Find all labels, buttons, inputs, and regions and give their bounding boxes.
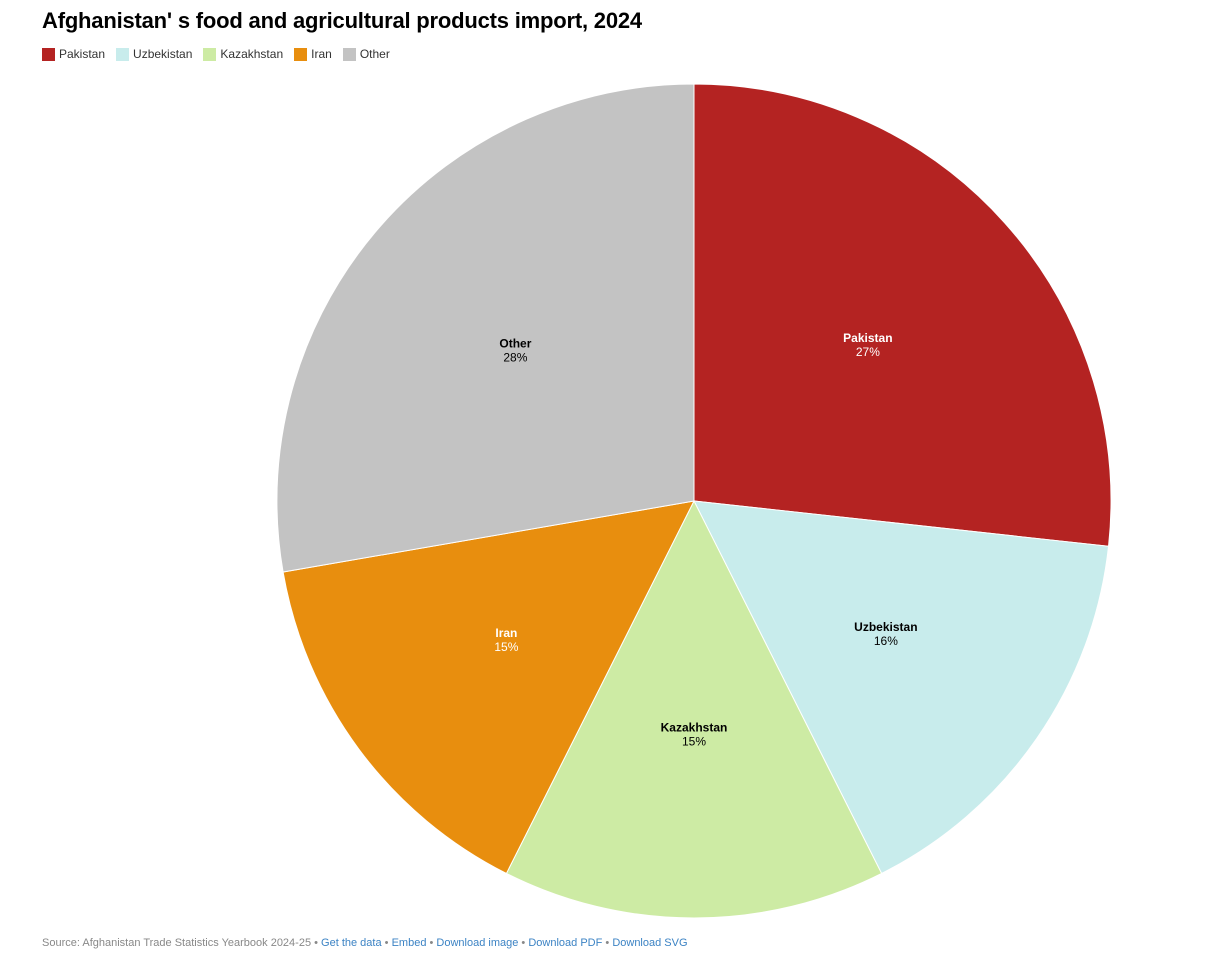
legend-item-iran: Iran: [294, 47, 332, 61]
legend-label-iran: Iran: [311, 47, 332, 61]
legend-item-uzbekistan: Uzbekistan: [116, 47, 192, 61]
legend-item-kazakhstan: Kazakhstan: [203, 47, 283, 61]
get-data-link[interactable]: Get the data: [321, 937, 382, 949]
footer-separator: •: [605, 937, 610, 949]
pie-slice-other: [276, 83, 695, 573]
slice-value-kazakhstan: 15%: [682, 735, 706, 749]
download-image-link[interactable]: Download image: [436, 937, 519, 949]
legend-swatch-pakistan: [42, 47, 55, 61]
source-text: Source: Afghanistan Trade Statistics Yea…: [42, 937, 318, 949]
pie-slice-iran: [282, 500, 695, 875]
pie-slice-pakistan: [693, 83, 1112, 547]
legend-swatch-iran: [294, 47, 308, 61]
slice-label-iran: Iran: [495, 626, 517, 640]
legend-item-pakistan: Pakistan: [42, 47, 105, 61]
slice-value-iran: 15%: [494, 640, 518, 654]
slice-label-pakistan: Pakistan: [843, 331, 892, 345]
embed-link[interactable]: Embed: [391, 937, 427, 949]
legend-item-other: Other: [342, 47, 390, 61]
legend-label-other: Other: [359, 47, 390, 61]
download-pdf-link[interactable]: Download PDF: [528, 937, 603, 949]
legend-label-pakistan: Pakistan: [59, 47, 106, 61]
legend-label-kazakhstan: Kazakhstan: [220, 47, 284, 61]
footer-separator: •: [429, 937, 434, 949]
slice-label-kazakhstan: Kazakhstan: [661, 721, 728, 735]
slice-label-other: Other: [499, 337, 531, 351]
pie-slice-uzbekistan: [693, 500, 1110, 875]
chart-legend: Pakistan Uzbekistan Kazakhstan Iran Othe…: [42, 47, 401, 61]
legend-label-uzbekistan: Uzbekistan: [133, 47, 193, 61]
slice-label-uzbekistan: Uzbekistan: [854, 620, 917, 634]
slice-value-pakistan: 27%: [856, 345, 880, 359]
footer-separator: •: [521, 937, 526, 949]
footer-separator: •: [384, 937, 389, 949]
footer: Source: Afghanistan Trade Statistics Yea…: [42, 937, 688, 949]
slice-value-uzbekistan: 16%: [874, 634, 898, 648]
chart-title: Afghanistan' s food and agricultural pro…: [42, 8, 642, 33]
legend-swatch-other: [342, 47, 356, 61]
download-svg-link[interactable]: Download SVG: [612, 937, 688, 949]
legend-swatch-kazakhstan: [203, 47, 217, 61]
legend-swatch-uzbekistan: [116, 47, 130, 61]
slice-value-other: 28%: [503, 351, 527, 365]
pie-slice-kazakhstan: [505, 499, 883, 919]
